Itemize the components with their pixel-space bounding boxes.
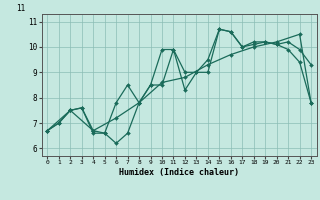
X-axis label: Humidex (Indice chaleur): Humidex (Indice chaleur) <box>119 168 239 177</box>
Text: 11: 11 <box>17 4 26 13</box>
